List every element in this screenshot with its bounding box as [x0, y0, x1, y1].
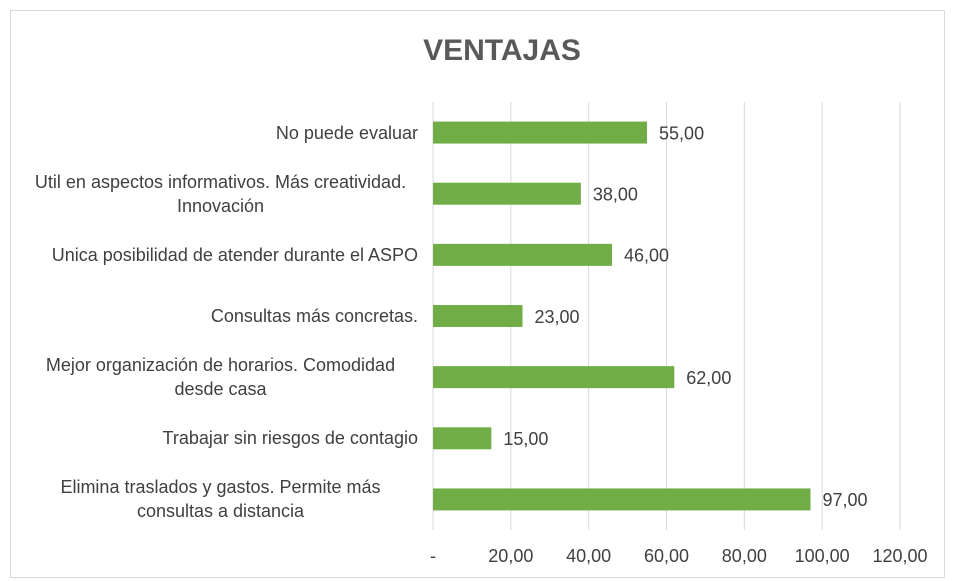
- y-tick-label-box: Elimina traslados y gastos. Permite más …: [15, 475, 418, 523]
- bar: [433, 121, 648, 144]
- y-tick-label: Elimina traslados y gastos. Permite más …: [60, 477, 381, 522]
- x-tick-label: 20,00: [488, 546, 533, 566]
- bar: [433, 488, 811, 511]
- bar: [433, 182, 581, 205]
- bar: [433, 305, 523, 327]
- y-tick-label: Trabajar sin riesgos de contagio: [162, 428, 418, 449]
- y-tick-label: Consultas más concretas.: [210, 306, 418, 326]
- y-tick-label-box: Util en aspectos informativos. Más creat…: [15, 170, 418, 218]
- y-tick-label: No puede evaluar: [275, 122, 418, 143]
- value-label: 46,00: [624, 246, 669, 266]
- value-label: 62,00: [686, 368, 731, 388]
- x-tick-label: 80,00: [722, 546, 767, 566]
- y-tick-label: Unica posibilidad de atender durante el …: [51, 244, 418, 265]
- value-label: 55,00: [659, 123, 704, 143]
- y-tick-label-box: Unica posibilidad de atender durante el …: [15, 243, 418, 267]
- value-label: 23,00: [535, 307, 580, 327]
- bar: [433, 366, 675, 389]
- value-label: 97,00: [822, 490, 867, 510]
- y-tick-label-box: No puede evaluar: [15, 121, 418, 145]
- y-tick-label-box: Trabajar sin riesgos de contagio: [15, 426, 418, 450]
- chart-title: VENTAJAS: [423, 34, 581, 67]
- x-tick-label: 120,00: [872, 546, 927, 566]
- x-tick-label: -: [430, 546, 436, 566]
- y-tick-label: Util en aspectos informativos. Más creat…: [34, 171, 407, 216]
- x-tick-label: 60,00: [644, 546, 689, 566]
- x-tick-label: 40,00: [566, 546, 611, 566]
- value-label: 15,00: [503, 429, 548, 449]
- x-tick-label: 100,00: [795, 546, 850, 566]
- y-tick-label-box: Consultas más concretas.: [15, 304, 418, 328]
- bar: [433, 243, 613, 266]
- value-label: 38,00: [593, 184, 638, 204]
- y-tick-label-box: Mejor organización de horarios. Comodida…: [15, 353, 418, 401]
- y-tick-label: Mejor organización de horarios. Comodida…: [45, 355, 396, 400]
- chart-border: [10, 10, 945, 578]
- bar: [433, 427, 492, 450]
